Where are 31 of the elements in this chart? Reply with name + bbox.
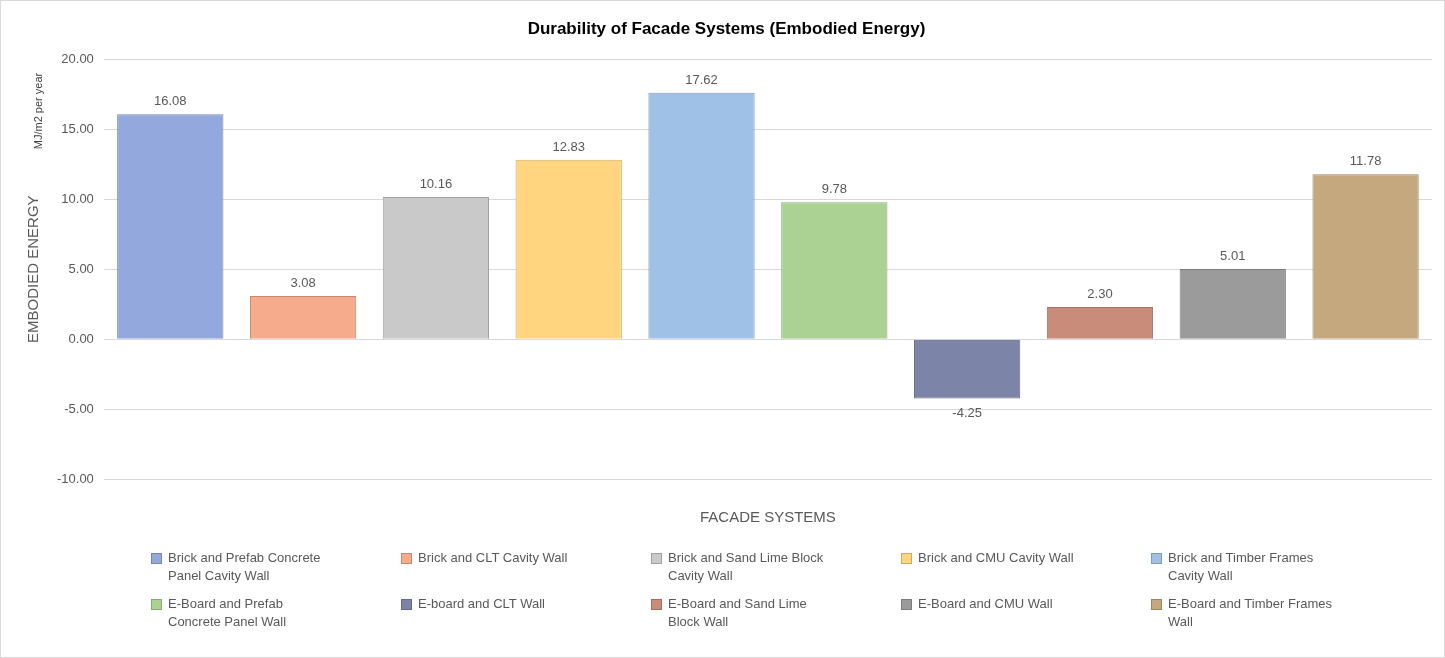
legend-label: Brick and CMU Cavity Wall: [918, 549, 1075, 567]
y-axis-title: EMBODIED ENERGY: [24, 195, 42, 343]
y-tick-label: -5.00: [64, 400, 94, 416]
data-label: 5.01: [1220, 248, 1246, 264]
legend-label: E-Board and CMU Wall: [918, 595, 1054, 613]
legend-label: Brick and Timber Frames Cavity Wall: [1168, 549, 1315, 585]
data-label: 2.30: [1087, 286, 1113, 302]
data-label: 16.08: [153, 93, 187, 109]
legend-label: E-Board and Sand Lime Block Wall: [668, 595, 808, 631]
data-label: 9.78: [821, 181, 847, 197]
legend-label: Brick and CLT Cavity Wall: [418, 549, 569, 567]
legend-label: Brick and Prefab Concrete Panel Cavity Wall: [168, 549, 322, 585]
data-label: 10.16: [419, 176, 453, 192]
chart-title: Durability of Facade Systems (Embodied Energy): [527, 18, 926, 38]
text: MJ/m2 per year: [32, 72, 45, 150]
y-tick-label: 0.00: [68, 330, 94, 346]
y-tick-label: -10.00: [56, 470, 94, 486]
y-tick-label: 10.00: [61, 190, 94, 206]
data-label: -4.25: [952, 404, 982, 420]
data-label: 3.08: [290, 275, 316, 291]
data-label: 12.83: [552, 138, 585, 154]
data-label: 17.62: [685, 71, 718, 87]
data-label: 11.78: [1349, 153, 1382, 169]
legend-label: E-Board and Timber Frames Wall: [1168, 595, 1333, 631]
y-tick-label: 20.00: [61, 50, 94, 66]
legend-label: E-board and CLT Wall: [418, 595, 546, 613]
x-axis-title: FACADE SYSTEMS: [699, 508, 836, 526]
y-tick-label: 5.00: [68, 260, 94, 276]
legend-label: E-Board and Prefab Concrete Panel Wall: [168, 595, 287, 631]
legend-label: Brick and Sand Lime Block Cavity Wall: [668, 549, 825, 585]
y-tick-label: 15.00: [61, 120, 94, 136]
